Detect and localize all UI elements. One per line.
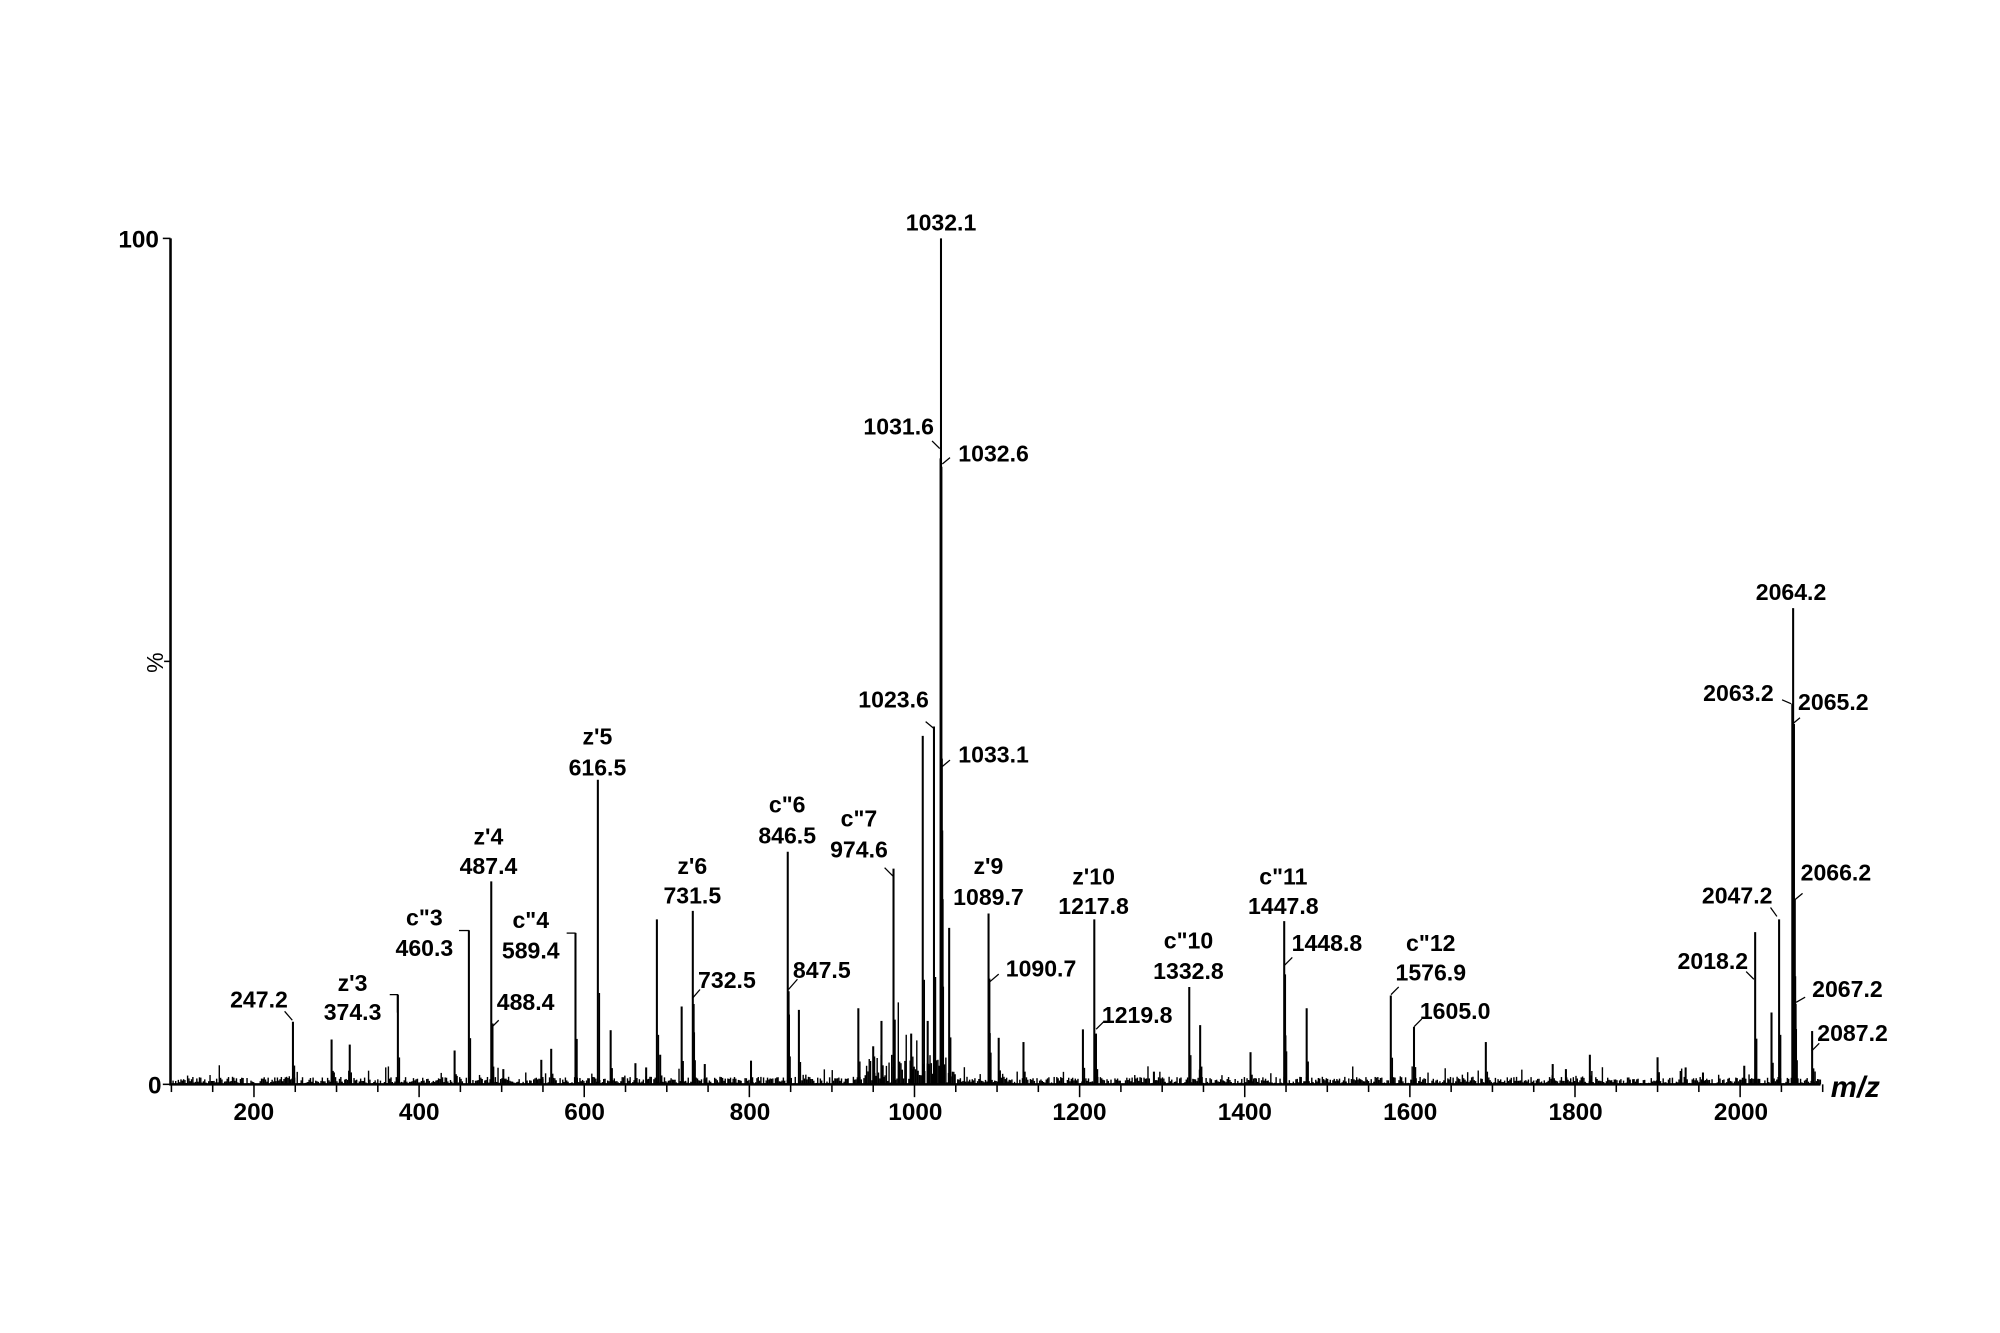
label-1217: 1217.8: [1058, 893, 1129, 919]
label-1090: 1090.7: [1006, 956, 1077, 982]
label-2063: 2063.2: [1703, 680, 1774, 706]
x-tick-1000: 1000: [888, 1099, 942, 1126]
label-1448: 1448.8: [1292, 930, 1363, 956]
ion-z4: z'4: [474, 824, 504, 850]
y-axis-label: %: [142, 652, 168, 673]
label-1023: 1023.6: [858, 687, 929, 713]
label-1032-1: 1032.1: [906, 210, 977, 236]
label-460: 460.3: [395, 935, 453, 961]
label-1219: 1219.8: [1102, 1002, 1173, 1028]
label-374: 374.3: [324, 999, 382, 1025]
ion-c7: c"7: [841, 806, 878, 832]
label-488: 488.4: [497, 989, 555, 1015]
label-2065: 2065.2: [1798, 689, 1869, 715]
ion-c3: c"3: [406, 904, 443, 930]
ion-z9: z'9: [974, 853, 1004, 879]
x-axis-label: m/z: [1831, 1071, 1880, 1104]
peak-annotations: 247.2 z'3 374.3 c"3 460.3 z'4 487.4 488.…: [230, 210, 1888, 1046]
x-tick-600: 600: [564, 1099, 605, 1126]
x-tick-1400: 1400: [1218, 1099, 1272, 1126]
label-1033: 1033.1: [958, 742, 1029, 768]
ion-c12: c"12: [1406, 930, 1455, 956]
label-1605: 1605.0: [1420, 998, 1491, 1024]
label-2018: 2018.2: [1678, 948, 1749, 974]
label-589: 589.4: [502, 938, 560, 964]
y-tick-100: 100: [118, 226, 159, 253]
x-tick-1800: 1800: [1549, 1099, 1603, 1126]
label-731: 731.5: [663, 883, 721, 909]
label-2047: 2047.2: [1702, 883, 1773, 909]
x-tick-400: 400: [399, 1099, 440, 1126]
label-1089: 1089.7: [953, 884, 1024, 910]
y-axis: 100 0 %: [118, 226, 172, 1099]
x-tick-200: 200: [234, 1099, 275, 1126]
label-2067: 2067.2: [1812, 976, 1883, 1002]
label-2064: 2064.2: [1756, 579, 1827, 605]
label-974: 974.6: [830, 836, 888, 862]
ion-c10: c"10: [1164, 927, 1213, 953]
x-tick-1200: 1200: [1052, 1099, 1106, 1126]
ion-c4: c"4: [512, 907, 549, 933]
label-1576: 1576.9: [1395, 960, 1466, 986]
label-2087: 2087.2: [1817, 1020, 1888, 1046]
label-2066: 2066.2: [1801, 860, 1872, 886]
label-847: 847.5: [793, 957, 851, 983]
x-tick-800: 800: [730, 1099, 771, 1126]
x-tick-2000: 2000: [1714, 1099, 1768, 1126]
label-846: 846.5: [758, 822, 816, 848]
ion-z10: z'10: [1072, 863, 1115, 889]
ion-z5: z'5: [583, 724, 613, 750]
x-axis: 200 400 600 800 1000 1200 1400 1600 1800…: [170, 1071, 1880, 1126]
annotation-leaders: [284, 440, 1820, 1052]
label-1031: 1031.6: [863, 414, 934, 440]
label-247: 247.2: [230, 986, 288, 1012]
label-616: 616.5: [569, 754, 627, 780]
label-1447: 1447.8: [1248, 893, 1319, 919]
ion-c6: c"6: [769, 792, 806, 818]
label-1332: 1332.8: [1153, 958, 1224, 984]
x-tick-1600: 1600: [1383, 1099, 1437, 1126]
label-1032-6: 1032.6: [958, 440, 1029, 466]
label-732: 732.5: [698, 967, 756, 993]
ion-z6: z'6: [677, 853, 707, 879]
y-tick-0: 0: [148, 1072, 162, 1099]
ion-z3: z'3: [338, 970, 368, 996]
ion-c11: c"11: [1259, 863, 1307, 889]
label-487: 487.4: [460, 853, 518, 879]
